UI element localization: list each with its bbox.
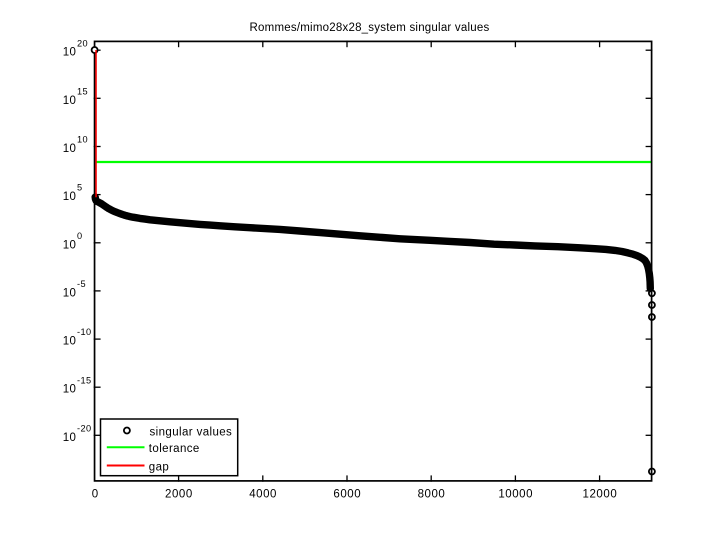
- svg-text:singular values: singular values: [150, 426, 233, 438]
- svg-text:tolerance: tolerance: [149, 443, 200, 455]
- svg-text:10000: 10000: [498, 488, 533, 500]
- svg-text:10: 10: [63, 95, 76, 107]
- svg-text:Rommes/mimo28x28_system singul: Rommes/mimo28x28_system singular values: [250, 22, 490, 34]
- svg-text:20: 20: [77, 38, 88, 48]
- svg-text:12000: 12000: [583, 488, 618, 500]
- svg-text:-5: -5: [77, 279, 86, 289]
- svg-text:10: 10: [63, 432, 76, 444]
- svg-text:10: 10: [63, 239, 76, 251]
- svg-text:10: 10: [63, 384, 76, 396]
- svg-text:5: 5: [77, 183, 83, 193]
- svg-text:10: 10: [63, 143, 76, 155]
- svg-text:4000: 4000: [249, 488, 277, 500]
- svg-text:8000: 8000: [418, 488, 446, 500]
- svg-text:10: 10: [63, 336, 76, 348]
- svg-text:6000: 6000: [333, 488, 361, 500]
- svg-text:2000: 2000: [165, 488, 193, 500]
- svg-text:-15: -15: [77, 375, 91, 385]
- svg-text:10: 10: [63, 191, 76, 203]
- svg-text:10: 10: [63, 47, 76, 59]
- svg-text:gap: gap: [149, 461, 169, 473]
- svg-text:15: 15: [77, 86, 88, 96]
- svg-text:-20: -20: [77, 423, 91, 433]
- svg-text:-10: -10: [77, 327, 91, 337]
- svg-text:0: 0: [77, 231, 83, 241]
- svg-text:10: 10: [77, 135, 88, 145]
- svg-text:10: 10: [63, 287, 76, 299]
- svg-text:0: 0: [92, 488, 99, 500]
